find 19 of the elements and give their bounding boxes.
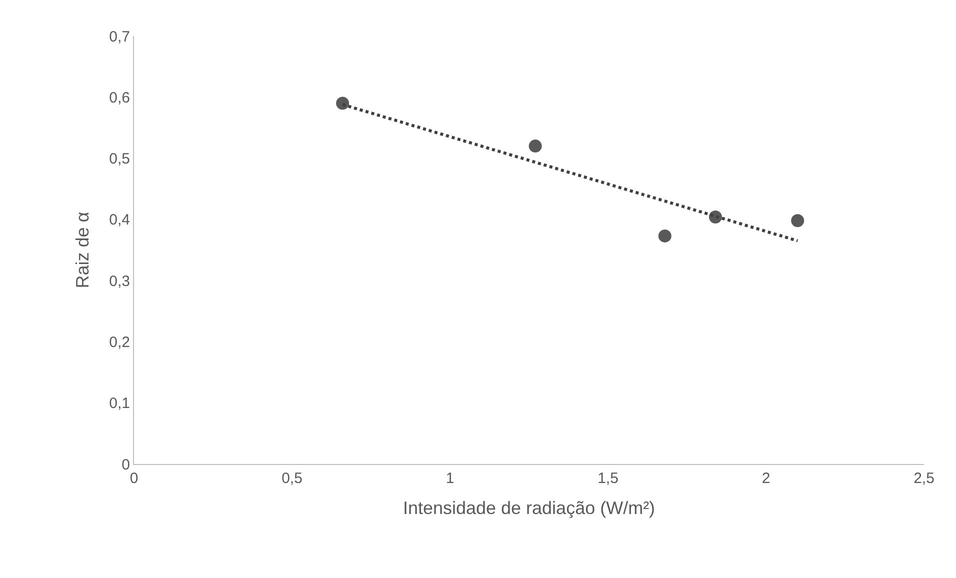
y-tick-label: 0,4	[109, 212, 130, 229]
point	[336, 96, 350, 110]
y-tick-label: 0,3	[109, 272, 130, 290]
y-tick-label: 0,7	[109, 28, 130, 46]
x-axis-title: Intensidade de radiação (W/m²)	[402, 498, 656, 518]
x-tick-label: 1,5	[598, 470, 618, 487]
x-tick-label: 1	[446, 470, 454, 487]
x-tick-label: 0,5	[282, 470, 302, 487]
x-tick-label: 2	[762, 470, 770, 487]
y-axis-title: Raiz de α	[72, 212, 92, 288]
y-tick-label: 0,5	[109, 150, 130, 168]
y-tick-label: 0,6	[109, 89, 130, 106]
point	[658, 229, 672, 242]
point	[791, 214, 804, 228]
y-tick-label: 0,2	[109, 334, 130, 351]
y-tick-label: 0,1	[109, 395, 130, 412]
x-tick-label: 2,5	[914, 470, 934, 487]
y-tick-label: 0	[122, 456, 130, 474]
point	[528, 140, 542, 153]
